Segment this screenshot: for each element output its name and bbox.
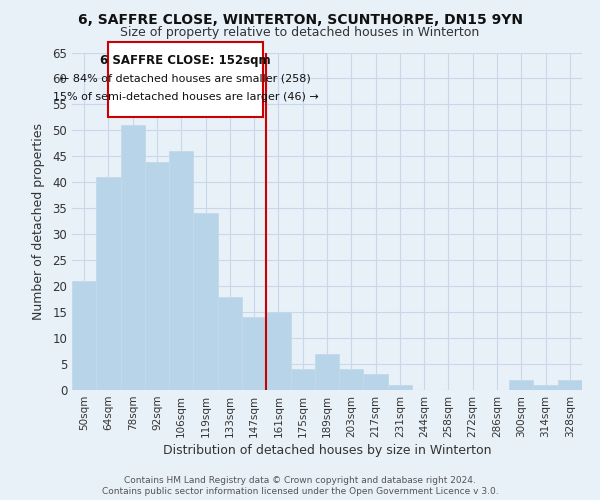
Text: 15% of semi-detached houses are larger (46) →: 15% of semi-detached houses are larger (… [53,92,319,102]
Bar [169,151,193,390]
Bar [121,125,145,390]
Bar [242,318,266,390]
Bar [72,281,96,390]
Bar [266,312,290,390]
Bar [145,162,169,390]
Text: 6 SAFFRE CLOSE: 152sqm: 6 SAFFRE CLOSE: 152sqm [100,54,271,67]
Bar [315,354,339,390]
Bar [290,369,315,390]
Text: Size of property relative to detached houses in Winterton: Size of property relative to detached ho… [121,26,479,39]
Bar [96,177,121,390]
Text: Contains HM Land Registry data © Crown copyright and database right 2024.: Contains HM Land Registry data © Crown c… [124,476,476,485]
Bar [339,369,364,390]
X-axis label: Distribution of detached houses by size in Winterton: Distribution of detached houses by size … [163,444,491,457]
Text: 6, SAFFRE CLOSE, WINTERTON, SCUNTHORPE, DN15 9YN: 6, SAFFRE CLOSE, WINTERTON, SCUNTHORPE, … [77,12,523,26]
Y-axis label: Number of detached properties: Number of detached properties [32,122,46,320]
Bar [193,214,218,390]
Text: Contains public sector information licensed under the Open Government Licence v : Contains public sector information licen… [101,487,499,496]
Bar [388,385,412,390]
Bar [558,380,582,390]
Bar [364,374,388,390]
Bar [218,296,242,390]
Bar [509,380,533,390]
Text: ← 84% of detached houses are smaller (258): ← 84% of detached houses are smaller (25… [60,74,311,84]
FancyBboxPatch shape [109,42,263,117]
Bar [533,385,558,390]
